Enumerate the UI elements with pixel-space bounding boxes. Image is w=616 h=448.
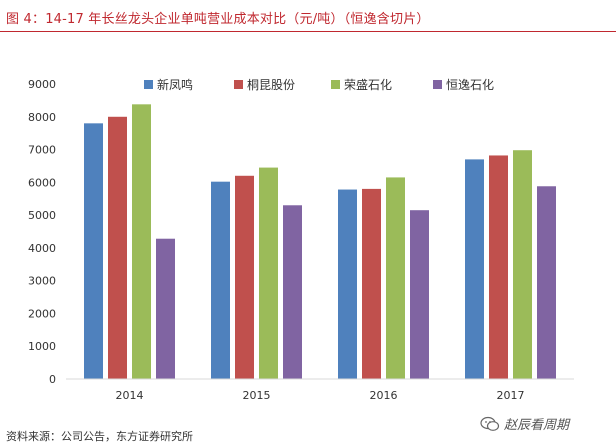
x-tick-label: 2016 (370, 389, 398, 402)
bar (235, 175, 254, 379)
y-tick-label: 5000 (28, 209, 56, 222)
figure-title: 图 4：14-17 年长丝龙头企业单吨营业成本对比（元/吨）（恒逸含切片） (6, 12, 430, 27)
x-tick-label: 2017 (497, 389, 525, 402)
bar (156, 238, 175, 379)
bar (259, 167, 278, 379)
legend-swatch (234, 80, 243, 89)
y-tick-label: 1000 (28, 340, 56, 353)
legend-swatch (433, 80, 442, 89)
wechat-icon (480, 416, 500, 431)
watermark-text: 赵辰看周期 (504, 418, 570, 433)
source-note: 资料来源：公司公告，东方证券研究所 (6, 430, 193, 443)
title-rule (0, 31, 616, 32)
bar (537, 186, 556, 379)
y-tick-label: 3000 (28, 275, 56, 288)
bar (410, 210, 429, 379)
bar (513, 150, 532, 379)
legend-swatch (144, 80, 153, 89)
y-axis-ticks: 0 1000 2000 3000 4000 5000 6000 7000 8000 9000 (28, 78, 56, 386)
y-tick-label: 0 (49, 373, 56, 386)
legend-swatch (331, 80, 340, 89)
bar (362, 188, 381, 379)
bar (84, 123, 103, 379)
bars (84, 104, 556, 380)
y-tick-label: 6000 (28, 176, 56, 189)
bar (283, 205, 302, 379)
y-tick-label: 4000 (28, 242, 56, 255)
legend-label: 新凤鸣 (157, 77, 193, 92)
bar (108, 116, 127, 380)
x-axis-ticks: 2014 2015 2016 2017 (116, 389, 525, 402)
x-tick-label: 2014 (116, 389, 144, 402)
legend-label: 荣盛石化 (344, 77, 392, 92)
legend-label: 恒逸石化 (446, 78, 494, 92)
bar (386, 177, 405, 379)
y-tick-label: 8000 (28, 111, 56, 124)
y-tick-label: 9000 (28, 78, 56, 91)
bar (132, 104, 151, 380)
bar (465, 159, 484, 379)
y-tick-label: 2000 (28, 307, 56, 320)
bar (211, 181, 230, 379)
bar (338, 189, 357, 379)
x-tick-label: 2015 (243, 389, 271, 402)
y-tick-label: 7000 (28, 144, 56, 157)
watermark: 赵辰看周期 (480, 414, 569, 433)
legend-label: 桐昆股份 (247, 78, 295, 92)
legend: 新凤鸣 桐昆股份 荣盛石化 恒逸石化 (144, 77, 494, 92)
bar (489, 155, 508, 379)
